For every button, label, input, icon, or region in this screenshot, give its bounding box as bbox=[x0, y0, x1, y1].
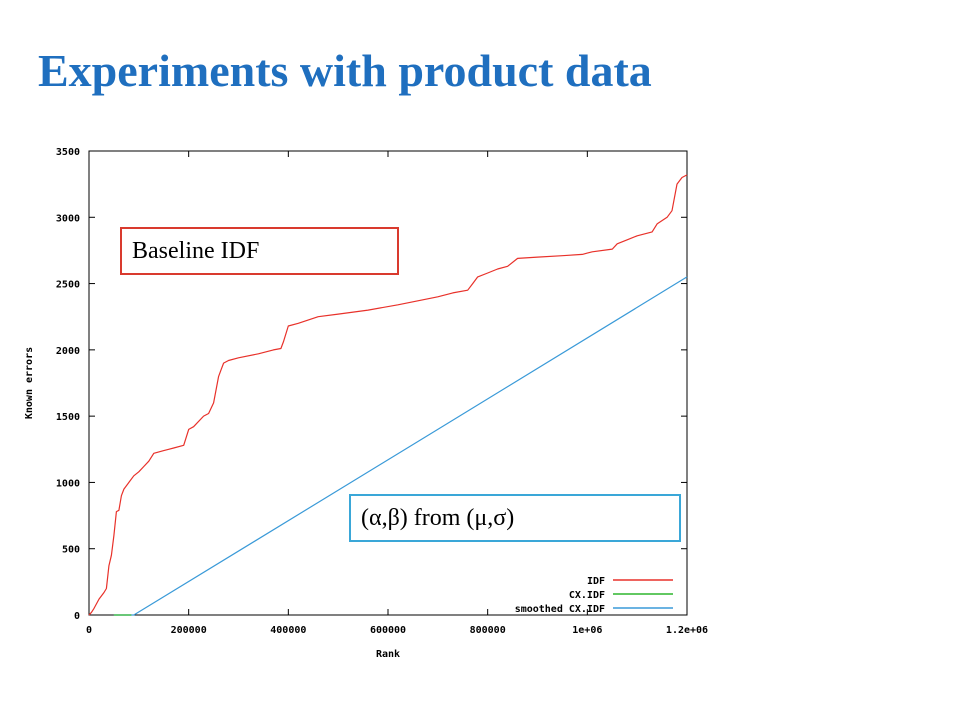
chart-axes: 0 500 1000 1500 2000 2500 3000 3500 0 200000 40000… bbox=[24, 147, 708, 660]
legend-label-idf: IDF bbox=[587, 576, 605, 587]
baseline-idf-callout: Baseline IDF bbox=[120, 227, 399, 275]
y-tick-label: 0 bbox=[74, 611, 80, 622]
alpha-beta-callout: (α,β) from (μ,σ) bbox=[349, 494, 681, 542]
y-tick-label: 500 bbox=[62, 545, 80, 556]
y-tick-label: 1500 bbox=[56, 412, 80, 423]
y-tick-label: 2000 bbox=[56, 346, 80, 357]
x-tick-label: 800000 bbox=[470, 625, 506, 636]
x-tick-label: 1e+06 bbox=[572, 625, 602, 636]
plot-frame bbox=[88, 150, 688, 616]
y-tick-label: 2500 bbox=[56, 280, 80, 291]
x-axis-label: Rank bbox=[376, 649, 400, 660]
x-tick-label: 0 bbox=[86, 625, 92, 636]
y-tick-label: 3500 bbox=[56, 147, 80, 158]
chart-series bbox=[88, 174, 688, 616]
x-tick-label: 200000 bbox=[171, 625, 207, 636]
x-tick-label: 400000 bbox=[270, 625, 306, 636]
y-axis-label: Known errors bbox=[24, 347, 35, 419]
chart-legend: IDF CX.IDF smoothed CX.IDF bbox=[515, 576, 673, 615]
series-line-smoothed-cx-idf bbox=[113, 276, 688, 616]
x-tick-label: 600000 bbox=[370, 625, 406, 636]
legend-label-cx-idf: CX.IDF bbox=[569, 590, 605, 601]
y-tick-label: 3000 bbox=[56, 213, 80, 224]
slide-title: Experiments with product data bbox=[38, 45, 652, 96]
x-tick-label: 1.2e+06 bbox=[666, 625, 708, 636]
legend-label-smoothed-cx-idf: smoothed CX.IDF bbox=[515, 604, 605, 615]
y-tick-label: 1000 bbox=[56, 478, 80, 489]
series-line-idf bbox=[88, 174, 688, 616]
